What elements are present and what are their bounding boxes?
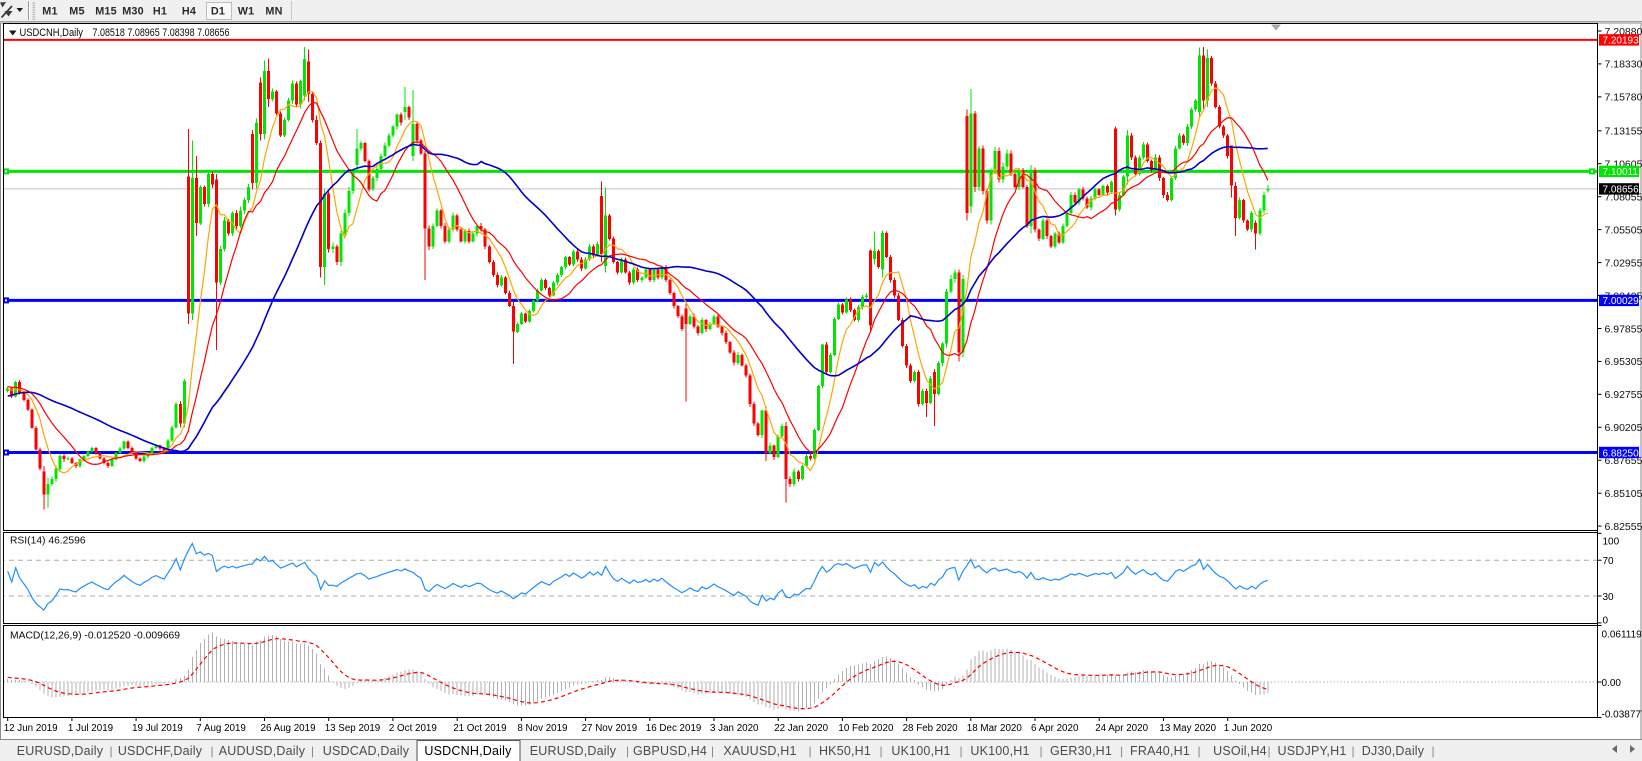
svg-text:6.82555: 6.82555 — [1605, 521, 1642, 533]
svg-text:H4: H4 — [182, 6, 196, 18]
svg-text:EURUSD,Daily: EURUSD,Daily — [17, 744, 104, 758]
svg-text:|: | — [1120, 744, 1123, 758]
svg-text:USDCHF,Daily: USDCHF,Daily — [118, 744, 203, 758]
svg-text:16 Dec 2019: 16 Dec 2019 — [646, 723, 702, 734]
svg-text:6.85105: 6.85105 — [1605, 488, 1642, 500]
svg-text:0.00: 0.00 — [1602, 678, 1622, 689]
svg-text:6 Apr 2020: 6 Apr 2020 — [1031, 723, 1079, 734]
svg-text:22 Jan 2020: 22 Jan 2020 — [774, 723, 828, 734]
svg-text:100: 100 — [1603, 537, 1620, 548]
svg-text:28 Feb 2020: 28 Feb 2020 — [903, 723, 959, 734]
svg-text:21 Oct 2019: 21 Oct 2019 — [453, 723, 506, 734]
svg-text:W1: W1 — [238, 6, 255, 18]
svg-text:7.00029: 7.00029 — [1603, 296, 1640, 307]
svg-text:|: | — [210, 744, 213, 758]
svg-text:1 Jul 2019: 1 Jul 2019 — [68, 723, 113, 734]
svg-text:0.061119: 0.061119 — [1602, 630, 1642, 641]
svg-text:10 Feb 2020: 10 Feb 2020 — [838, 723, 894, 734]
svg-text:|: | — [1267, 744, 1270, 758]
svg-text:M30: M30 — [122, 6, 144, 18]
svg-text:26 Aug 2019: 26 Aug 2019 — [261, 723, 316, 734]
svg-text:RSI(14) 46.2596: RSI(14) 46.2596 — [10, 536, 86, 547]
svg-text:18 Mar 2020: 18 Mar 2020 — [967, 723, 1023, 734]
svg-text:7 Aug 2019: 7 Aug 2019 — [196, 723, 246, 734]
svg-text:|: | — [1039, 744, 1042, 758]
svg-text:M1: M1 — [42, 6, 57, 18]
svg-text:7.15780: 7.15780 — [1605, 92, 1642, 104]
svg-text:7.08656: 7.08656 — [1603, 185, 1640, 196]
svg-text:GBPUSD,H4: GBPUSD,H4 — [633, 744, 707, 758]
svg-text:GER30,H1: GER30,H1 — [1050, 744, 1112, 758]
svg-text:12 Jun 2019: 12 Jun 2019 — [4, 723, 58, 734]
svg-text:XAUUSD,H1: XAUUSD,H1 — [723, 744, 796, 758]
svg-text:|: | — [109, 744, 112, 758]
svg-text:MN: MN — [265, 6, 282, 18]
svg-text:7.10011: 7.10011 — [1603, 167, 1639, 178]
svg-text:6.95305: 6.95305 — [1605, 356, 1642, 368]
svg-text:UK100,H1: UK100,H1 — [891, 744, 950, 758]
svg-text:7.02955: 7.02955 — [1605, 257, 1642, 269]
svg-text:7.20193: 7.20193 — [1603, 36, 1640, 47]
svg-text:USOil,H4: USOil,H4 — [1213, 744, 1267, 758]
svg-text:6.97855: 6.97855 — [1605, 323, 1642, 335]
svg-text:|: | — [1351, 744, 1354, 758]
svg-text:EURUSD,Daily: EURUSD,Daily — [530, 744, 617, 758]
svg-text:19 Jul 2019: 19 Jul 2019 — [132, 723, 183, 734]
svg-text:1 Jun 2020: 1 Jun 2020 — [1224, 723, 1273, 734]
svg-text:HK50,H1: HK50,H1 — [819, 744, 871, 758]
svg-text:6.92755: 6.92755 — [1605, 389, 1642, 401]
svg-text:7.13155: 7.13155 — [1605, 126, 1642, 138]
svg-text:|: | — [311, 744, 314, 758]
svg-text:|: | — [626, 744, 629, 758]
svg-text:|: | — [1431, 744, 1434, 758]
svg-text:USDJPY,H1: USDJPY,H1 — [1278, 744, 1347, 758]
svg-text:13 May 2020: 13 May 2020 — [1159, 723, 1216, 734]
svg-text:7.05505: 7.05505 — [1605, 224, 1642, 236]
svg-text:|: | — [879, 744, 882, 758]
svg-text:|: | — [711, 744, 714, 758]
svg-text:7.08518 7.08965 7.08398 7.0865: 7.08518 7.08965 7.08398 7.08656 — [93, 27, 230, 39]
svg-text:27 Nov 2019: 27 Nov 2019 — [582, 723, 638, 734]
svg-text:6.88250: 6.88250 — [1603, 448, 1640, 459]
svg-text:13 Sep 2019: 13 Sep 2019 — [325, 723, 381, 734]
svg-text:3 Jan 2020: 3 Jan 2020 — [710, 723, 759, 734]
svg-text:USDCAD,Daily: USDCAD,Daily — [323, 744, 410, 758]
svg-text:UK100,H1: UK100,H1 — [970, 744, 1029, 758]
svg-text:|: | — [1197, 744, 1200, 758]
svg-text:7.18330: 7.18330 — [1605, 59, 1642, 71]
svg-text:DJ30,Daily: DJ30,Daily — [1362, 744, 1425, 758]
svg-text:24 Apr 2020: 24 Apr 2020 — [1095, 723, 1148, 734]
svg-text:6.90205: 6.90205 — [1605, 422, 1642, 434]
svg-text:|: | — [808, 744, 811, 758]
svg-text:8 Nov 2019: 8 Nov 2019 — [517, 723, 567, 734]
svg-text:H1: H1 — [153, 6, 167, 18]
svg-text:2 Oct 2019: 2 Oct 2019 — [389, 723, 437, 734]
svg-text:0: 0 — [1603, 616, 1609, 627]
svg-text:30: 30 — [1603, 592, 1615, 603]
svg-text:70: 70 — [1603, 556, 1615, 567]
svg-text:FRA40,H1: FRA40,H1 — [1130, 744, 1190, 758]
svg-text:D1: D1 — [211, 6, 225, 18]
svg-text:M15: M15 — [95, 6, 117, 18]
svg-text:USDCNH,Daily: USDCNH,Daily — [424, 744, 512, 758]
svg-text:MACD(12,26,9) -0.012520 -0.009: MACD(12,26,9) -0.012520 -0.009669 — [10, 631, 180, 642]
svg-text:AUDUSD,Daily: AUDUSD,Daily — [219, 744, 306, 758]
svg-text:|: | — [959, 744, 962, 758]
svg-text:M5: M5 — [69, 6, 84, 18]
svg-text:USDCNH,Daily: USDCNH,Daily — [20, 27, 84, 39]
